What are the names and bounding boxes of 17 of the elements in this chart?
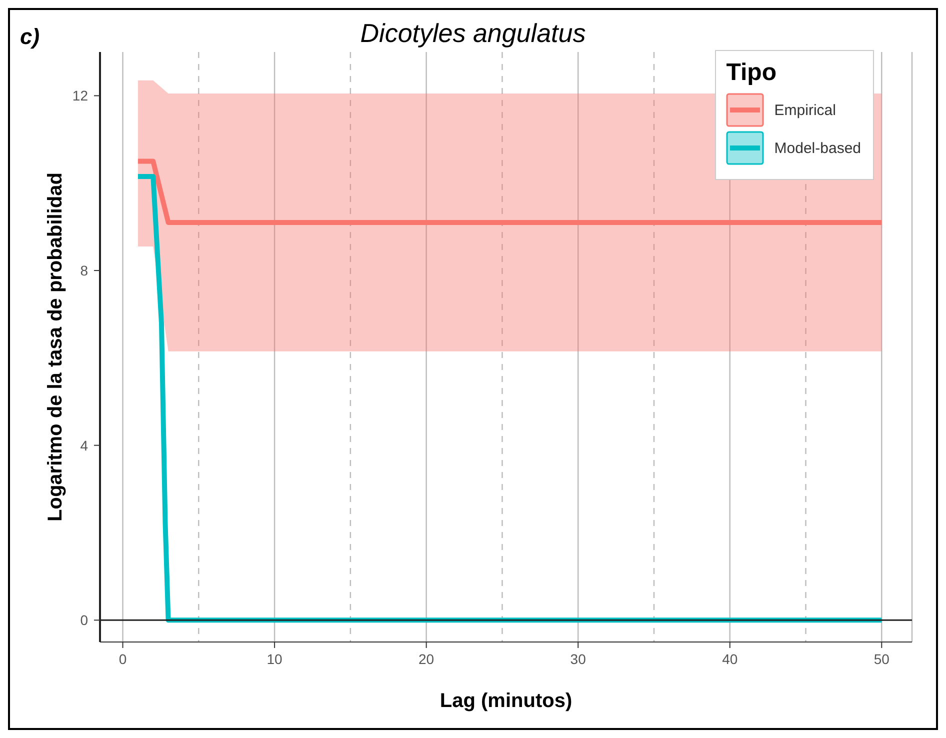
chart-title: Dicotyles angulatus (360, 18, 586, 48)
y-tick-label: 12 (72, 88, 88, 104)
y-tick-label: 0 (80, 612, 88, 628)
y-tick-label: 4 (80, 437, 88, 454)
x-axis-title: Lag (minutos) (438, 690, 574, 713)
legend-label: Model-based (774, 140, 861, 156)
legend-label: Empirical (774, 102, 836, 118)
y-axis-title: Logaritmo de la tasa de probabilidad (44, 172, 68, 522)
x-tick-label: 20 (418, 651, 434, 667)
x-tick-label: 10 (266, 651, 283, 667)
legend-title: Tipo (726, 59, 778, 87)
text: c) (20, 24, 40, 50)
x-tick-label: 50 (874, 651, 890, 667)
y-tick-label: 8 (80, 262, 88, 279)
x-tick-label: 40 (722, 651, 738, 667)
x-tick-label: 0 (118, 651, 127, 667)
x-tick-label: 30 (570, 651, 586, 667)
